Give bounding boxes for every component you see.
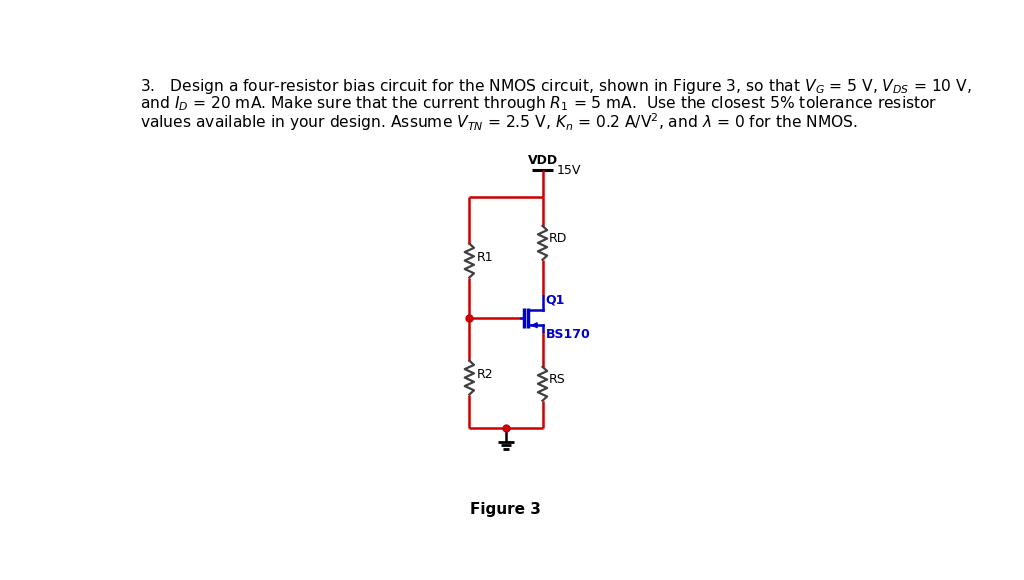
Text: RS: RS — [549, 372, 565, 386]
Text: BS170: BS170 — [546, 328, 591, 341]
Text: RD: RD — [549, 232, 567, 245]
Text: values available in your design. Assume $V_{TN}$ = 2.5 V, $K_n$ = 0.2 A/V$^2$, a: values available in your design. Assume … — [140, 111, 857, 133]
Text: 15V: 15V — [556, 164, 581, 177]
Text: Figure 3: Figure 3 — [470, 502, 542, 517]
Text: 3.   Design a four-resistor bias circuit for the NMOS circuit, shown in Figure 3: 3. Design a four-resistor bias circuit f… — [140, 77, 972, 96]
Text: and $I_D$ = 20 mA. Make sure that the current through $R_1$ = 5 mA.  Use the clo: and $I_D$ = 20 mA. Make sure that the cu… — [140, 94, 937, 113]
Text: VDD: VDD — [527, 154, 558, 166]
Text: R2: R2 — [477, 368, 494, 381]
Text: Q1: Q1 — [546, 293, 565, 307]
Text: R1: R1 — [477, 251, 494, 264]
